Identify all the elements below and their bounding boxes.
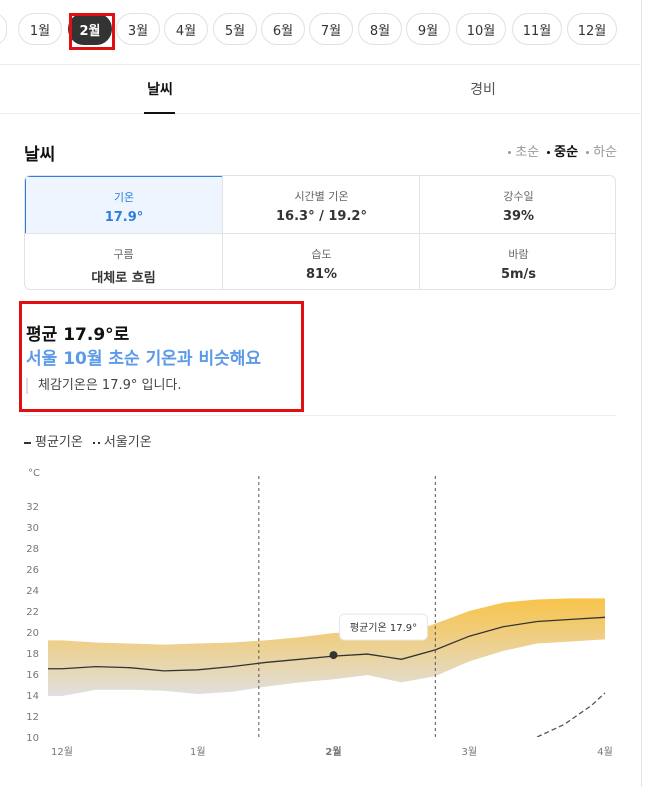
summary-headline: 평균 17.9°로 — [26, 325, 130, 345]
y-tick-label: 18 — [26, 649, 39, 660]
y-tick-label: 28 — [26, 544, 39, 555]
stat-precip-days[interactable]: 강수일 39% — [420, 176, 615, 233]
tab-active-underline — [144, 112, 175, 114]
month-chip-6[interactable]: 6월 — [261, 13, 305, 45]
chart-legend: 평균기온 서울기온 — [24, 431, 152, 450]
stat-value: 대체로 흐림 — [91, 271, 156, 286]
month-chip-8[interactable]: 8월 — [358, 13, 402, 45]
period-late-label: 하순 — [593, 145, 617, 160]
x-tick-label: 4월 — [597, 746, 613, 758]
month-chip-4[interactable]: 4월 — [164, 13, 208, 45]
month-chip-7[interactable]: 7월 — [309, 13, 353, 45]
y-axis-unit-label: °C — [28, 468, 40, 479]
stat-label: 바람 — [508, 248, 529, 261]
y-tick-label: 26 — [26, 565, 39, 576]
y-tick-label: 10 — [26, 733, 39, 744]
month-chip-1[interactable]: 1월 — [18, 13, 62, 45]
stat-value: 5m/s — [500, 267, 537, 282]
legend-solid-line-icon — [24, 441, 31, 444]
y-tick-label: 14 — [26, 691, 39, 702]
legend-avg-label: 평균기온 — [35, 435, 83, 450]
stat-humidity[interactable]: 습도 81% — [223, 234, 420, 289]
tab-bar: 날씨 경비 — [0, 65, 642, 114]
point-tooltip-text: 평균기온 17.9° — [350, 622, 417, 634]
stat-label: 기온 — [113, 191, 135, 204]
stat-value: 17.9° — [104, 210, 144, 225]
tab-weather[interactable]: 날씨 — [147, 82, 173, 98]
stat-label: 강수일 — [503, 190, 534, 203]
stat-value: 81% — [305, 267, 338, 282]
y-tick-label: 12 — [26, 712, 39, 723]
month-chip-5[interactable]: 5월 — [213, 13, 257, 45]
period-late[interactable]: 하순 — [586, 141, 617, 160]
seoul-temperature-line — [536, 692, 606, 737]
average-temperature-line — [48, 616, 606, 672]
grid-divider — [419, 176, 420, 289]
summary-comparison: 서울 10월 초순 기온과 비슷해요 — [26, 349, 262, 369]
legend-seoul: 서울기온 — [92, 431, 152, 450]
highlight-box-summary — [19, 301, 304, 412]
stat-label: 구름 — [113, 248, 134, 261]
period-early[interactable]: 초순 — [508, 141, 539, 160]
period-mid-label: 중순 — [554, 145, 579, 160]
period-early-label: 초순 — [515, 145, 540, 160]
y-tick-label: 16 — [26, 670, 39, 681]
legend-dotted-line-icon — [92, 441, 100, 444]
stat-value: 16.3° / 19.2° — [276, 209, 367, 224]
period-selector: 초순 중순 하순 — [508, 141, 617, 160]
plot-area — [48, 598, 606, 737]
x-tick-label: 12월 — [51, 746, 73, 758]
stat-wind[interactable]: 바람 5m/s — [420, 234, 615, 289]
y-tick-label: 32 — [26, 502, 39, 513]
stat-label: 습도 — [311, 248, 332, 261]
period-dot-icon — [547, 151, 551, 154]
x-tick-label: 2월 — [325, 746, 341, 758]
section-title: 날씨 — [24, 145, 56, 165]
month-chip-10[interactable]: 10월 — [456, 13, 506, 45]
weather-stats-grid: 기온 17.9° 시간별 기온 16.3° / 19.2° 강수일 39% 구름… — [24, 175, 616, 290]
stat-cloud[interactable]: 구름 대체로 흐림 — [25, 234, 222, 289]
current-point-marker — [329, 651, 338, 660]
x-tick-label: 1월 — [190, 746, 206, 758]
point-tooltip-box — [339, 613, 428, 641]
highlight-box-month — [69, 13, 115, 50]
summary-note: 체감기온은 17.9° 입니다. — [26, 378, 182, 394]
month-chip-11[interactable]: 11월 — [512, 13, 562, 45]
y-tick-label: 30 — [26, 523, 39, 534]
y-tick-label: 24 — [26, 586, 39, 597]
month-chip-12[interactable]: 12월 — [567, 13, 617, 45]
legend-seoul-label: 서울기온 — [103, 435, 152, 450]
month-selector: 1월 2월 3월 4월 5월 6월 7월 8월 9월 10월 11월 12월 — [0, 0, 642, 65]
month-chip-3[interactable]: 3월 — [116, 13, 160, 45]
y-tick-label: 20 — [26, 628, 39, 639]
stat-label: 시간별 기온 — [294, 190, 349, 203]
period-dot-icon — [508, 151, 512, 154]
panel-right-border — [641, 0, 642, 787]
section-divider — [24, 415, 616, 416]
legend-avg: 평균기온 — [24, 431, 83, 450]
x-tick-label: 3월 — [461, 746, 477, 758]
grid-divider — [222, 176, 223, 289]
period-mid[interactable]: 중순 — [547, 141, 578, 160]
y-tick-label: 22 — [26, 607, 39, 618]
tab-expense[interactable]: 경비 — [470, 82, 496, 98]
month-chip-9[interactable]: 9월 — [406, 13, 450, 45]
grid-divider — [25, 233, 615, 234]
temperature-range-band — [48, 598, 605, 697]
stat-value: 39% — [502, 209, 535, 224]
stat-hourly-temp[interactable]: 시간별 기온 16.3° / 19.2° — [223, 176, 420, 233]
period-dot-icon — [586, 151, 590, 154]
